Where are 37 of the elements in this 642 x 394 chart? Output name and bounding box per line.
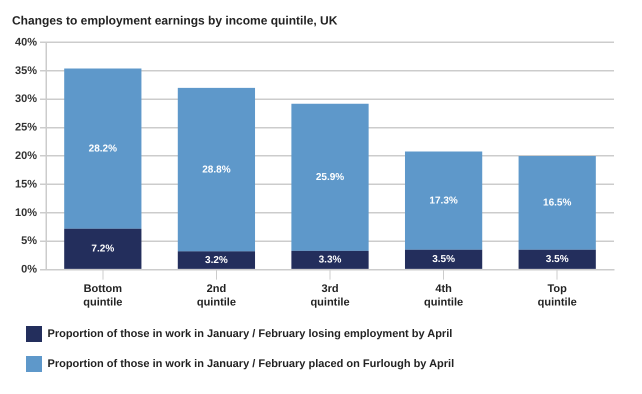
bar xyxy=(404,250,482,269)
y-tick-label: 25% xyxy=(14,122,38,134)
data-label: 3.2% xyxy=(205,254,228,266)
data-label: 25.9% xyxy=(316,172,344,184)
bar xyxy=(291,104,369,251)
y-tick-label: 30% xyxy=(14,93,38,106)
data-label: 17.3% xyxy=(429,195,458,206)
data-label: 3.5% xyxy=(432,254,456,266)
legend-label: Proportion of those in work in January / February losing employment by April xyxy=(48,328,452,340)
y-tick-label: 10% xyxy=(14,206,38,219)
y-tick-label: 40% xyxy=(14,36,38,48)
data-label: 3.3% xyxy=(318,254,342,266)
x-tick-label: Bottom quintile xyxy=(83,283,122,308)
bar xyxy=(518,156,596,250)
data-label: 28.2% xyxy=(88,143,118,154)
bar xyxy=(518,250,596,269)
x-tick-label: 2nd quintile xyxy=(196,283,236,308)
y-tick-label: 20% xyxy=(14,150,38,162)
bar xyxy=(178,251,256,269)
bar xyxy=(178,88,256,252)
x-tick-label: Top quintile xyxy=(538,283,577,308)
bar xyxy=(64,228,142,269)
y-tick-label: 0% xyxy=(21,264,38,276)
data-label: 28.8% xyxy=(202,164,231,176)
x-tick-label: 3rd quintile xyxy=(310,283,350,308)
data-label: 3.5% xyxy=(546,254,569,266)
y-tick-label: 35% xyxy=(14,64,38,77)
bar xyxy=(291,250,369,269)
bar xyxy=(404,151,482,250)
legend-label: Proportion of those in work in January / February placed on Furlough by April xyxy=(48,358,454,370)
y-tick-label: 5% xyxy=(21,235,38,248)
x-tick-label: 4th quintile xyxy=(424,283,464,308)
chart-title: Changes to employment earnings by income quintile, UK xyxy=(12,14,338,28)
data-label: 7.2% xyxy=(91,244,114,255)
y-tick-label: 15% xyxy=(14,178,38,190)
bar xyxy=(64,68,142,229)
data-label: 16.5% xyxy=(543,198,572,209)
